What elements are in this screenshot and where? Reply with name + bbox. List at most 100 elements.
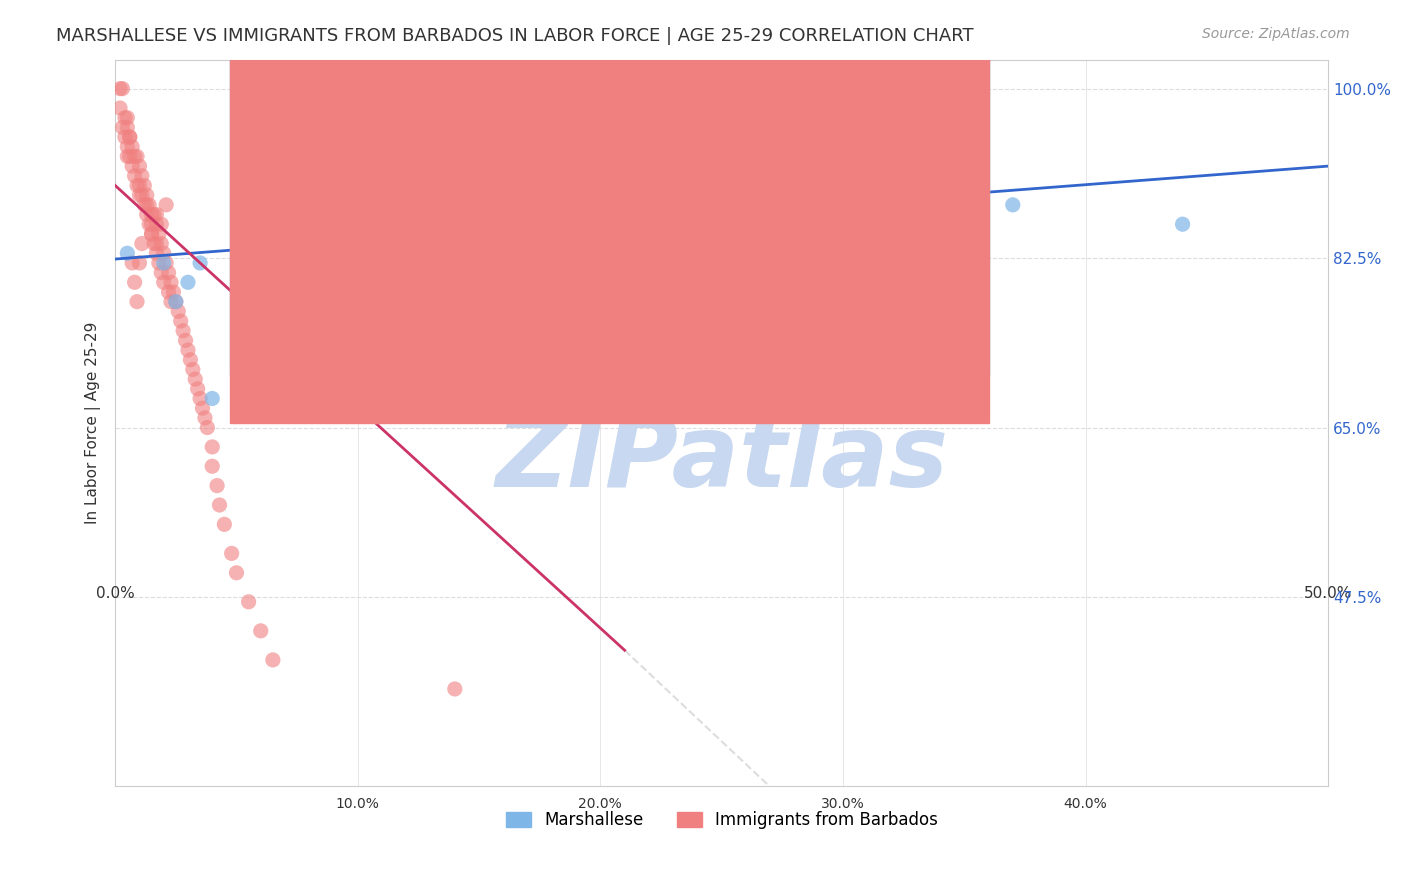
Point [141,217,163,231]
Point [208,498,231,512]
Point [201,392,224,406]
Point [155,198,177,212]
Point [155,256,177,270]
Point [121,159,143,173]
Point [131,188,153,202]
Point [128,178,150,193]
Point [152,246,174,260]
Point [170,314,193,328]
Text: 40.0%: 40.0% [1064,797,1108,812]
Point [181,362,204,376]
Point [143,236,166,251]
Point [111,120,134,135]
Point [114,130,136,145]
Point [238,595,260,609]
Point [157,266,180,280]
Point [124,169,146,183]
FancyBboxPatch shape [231,0,988,423]
Point [1171,217,1194,231]
Point [184,372,207,386]
Point [135,198,157,212]
Point [162,285,184,299]
Point [1001,198,1024,212]
Point [148,227,170,241]
Point [111,81,134,95]
Point [141,207,163,221]
Point [188,392,211,406]
Point [135,207,157,221]
Point [225,566,247,580]
Point [138,217,160,231]
Point [118,149,141,163]
Point [150,236,173,251]
Point [249,275,271,289]
Text: MARSHALLESE VS IMMIGRANTS FROM BARBADOS IN LABOR FORCE | AGE 25-29 CORRELATION C: MARSHALLESE VS IMMIGRANTS FROM BARBADOS … [56,27,974,45]
Point [131,236,153,251]
Point [638,352,661,367]
Point [191,401,214,416]
Point [138,198,160,212]
Point [249,624,271,638]
Point [125,178,148,193]
Point [117,111,139,125]
Text: Source: ZipAtlas.com: Source: ZipAtlas.com [1202,27,1350,41]
Point [134,178,156,193]
Point [143,207,166,221]
Point [152,275,174,289]
Point [174,334,197,348]
Point [118,130,141,145]
Point [160,294,183,309]
Point [108,81,131,95]
Text: 30.0%: 30.0% [821,797,865,812]
Point [150,217,173,231]
Point [125,294,148,309]
Point [195,420,218,434]
Point [124,275,146,289]
Text: 20.0%: 20.0% [578,797,623,812]
Point [167,304,190,318]
Point [274,392,297,406]
Point [165,294,187,309]
Point [128,188,150,202]
Point [145,236,167,251]
Point [128,256,150,270]
Point [141,227,163,241]
Point [117,246,139,260]
Point [125,149,148,163]
Y-axis label: In Labor Force | Age 25-29: In Labor Force | Age 25-29 [86,321,101,524]
Point [177,275,200,289]
Point [117,140,139,154]
Point [443,681,465,696]
Point [194,410,217,425]
Point [205,478,228,492]
Text: R = -0.448    N = 85: R = -0.448 N = 85 [643,181,811,199]
Point [145,217,167,231]
Point [131,169,153,183]
Point [145,246,167,260]
Point [187,382,209,396]
Text: 50.0%: 50.0% [1303,586,1353,601]
Point [148,256,170,270]
Point [135,188,157,202]
Text: 10.0%: 10.0% [336,797,380,812]
Point [157,285,180,299]
Point [121,256,143,270]
Point [117,120,139,135]
Point [117,149,139,163]
Point [177,343,200,357]
Point [188,256,211,270]
Point [134,198,156,212]
Point [179,352,201,367]
Point [160,275,183,289]
Point [221,546,243,560]
FancyBboxPatch shape [231,0,988,376]
Point [141,227,163,241]
Point [468,207,491,221]
Point [128,159,150,173]
Point [114,111,136,125]
Point [145,207,167,221]
Point [121,140,143,154]
Point [172,324,194,338]
Text: ZIPatlas: ZIPatlas [495,410,948,508]
Point [214,517,236,532]
